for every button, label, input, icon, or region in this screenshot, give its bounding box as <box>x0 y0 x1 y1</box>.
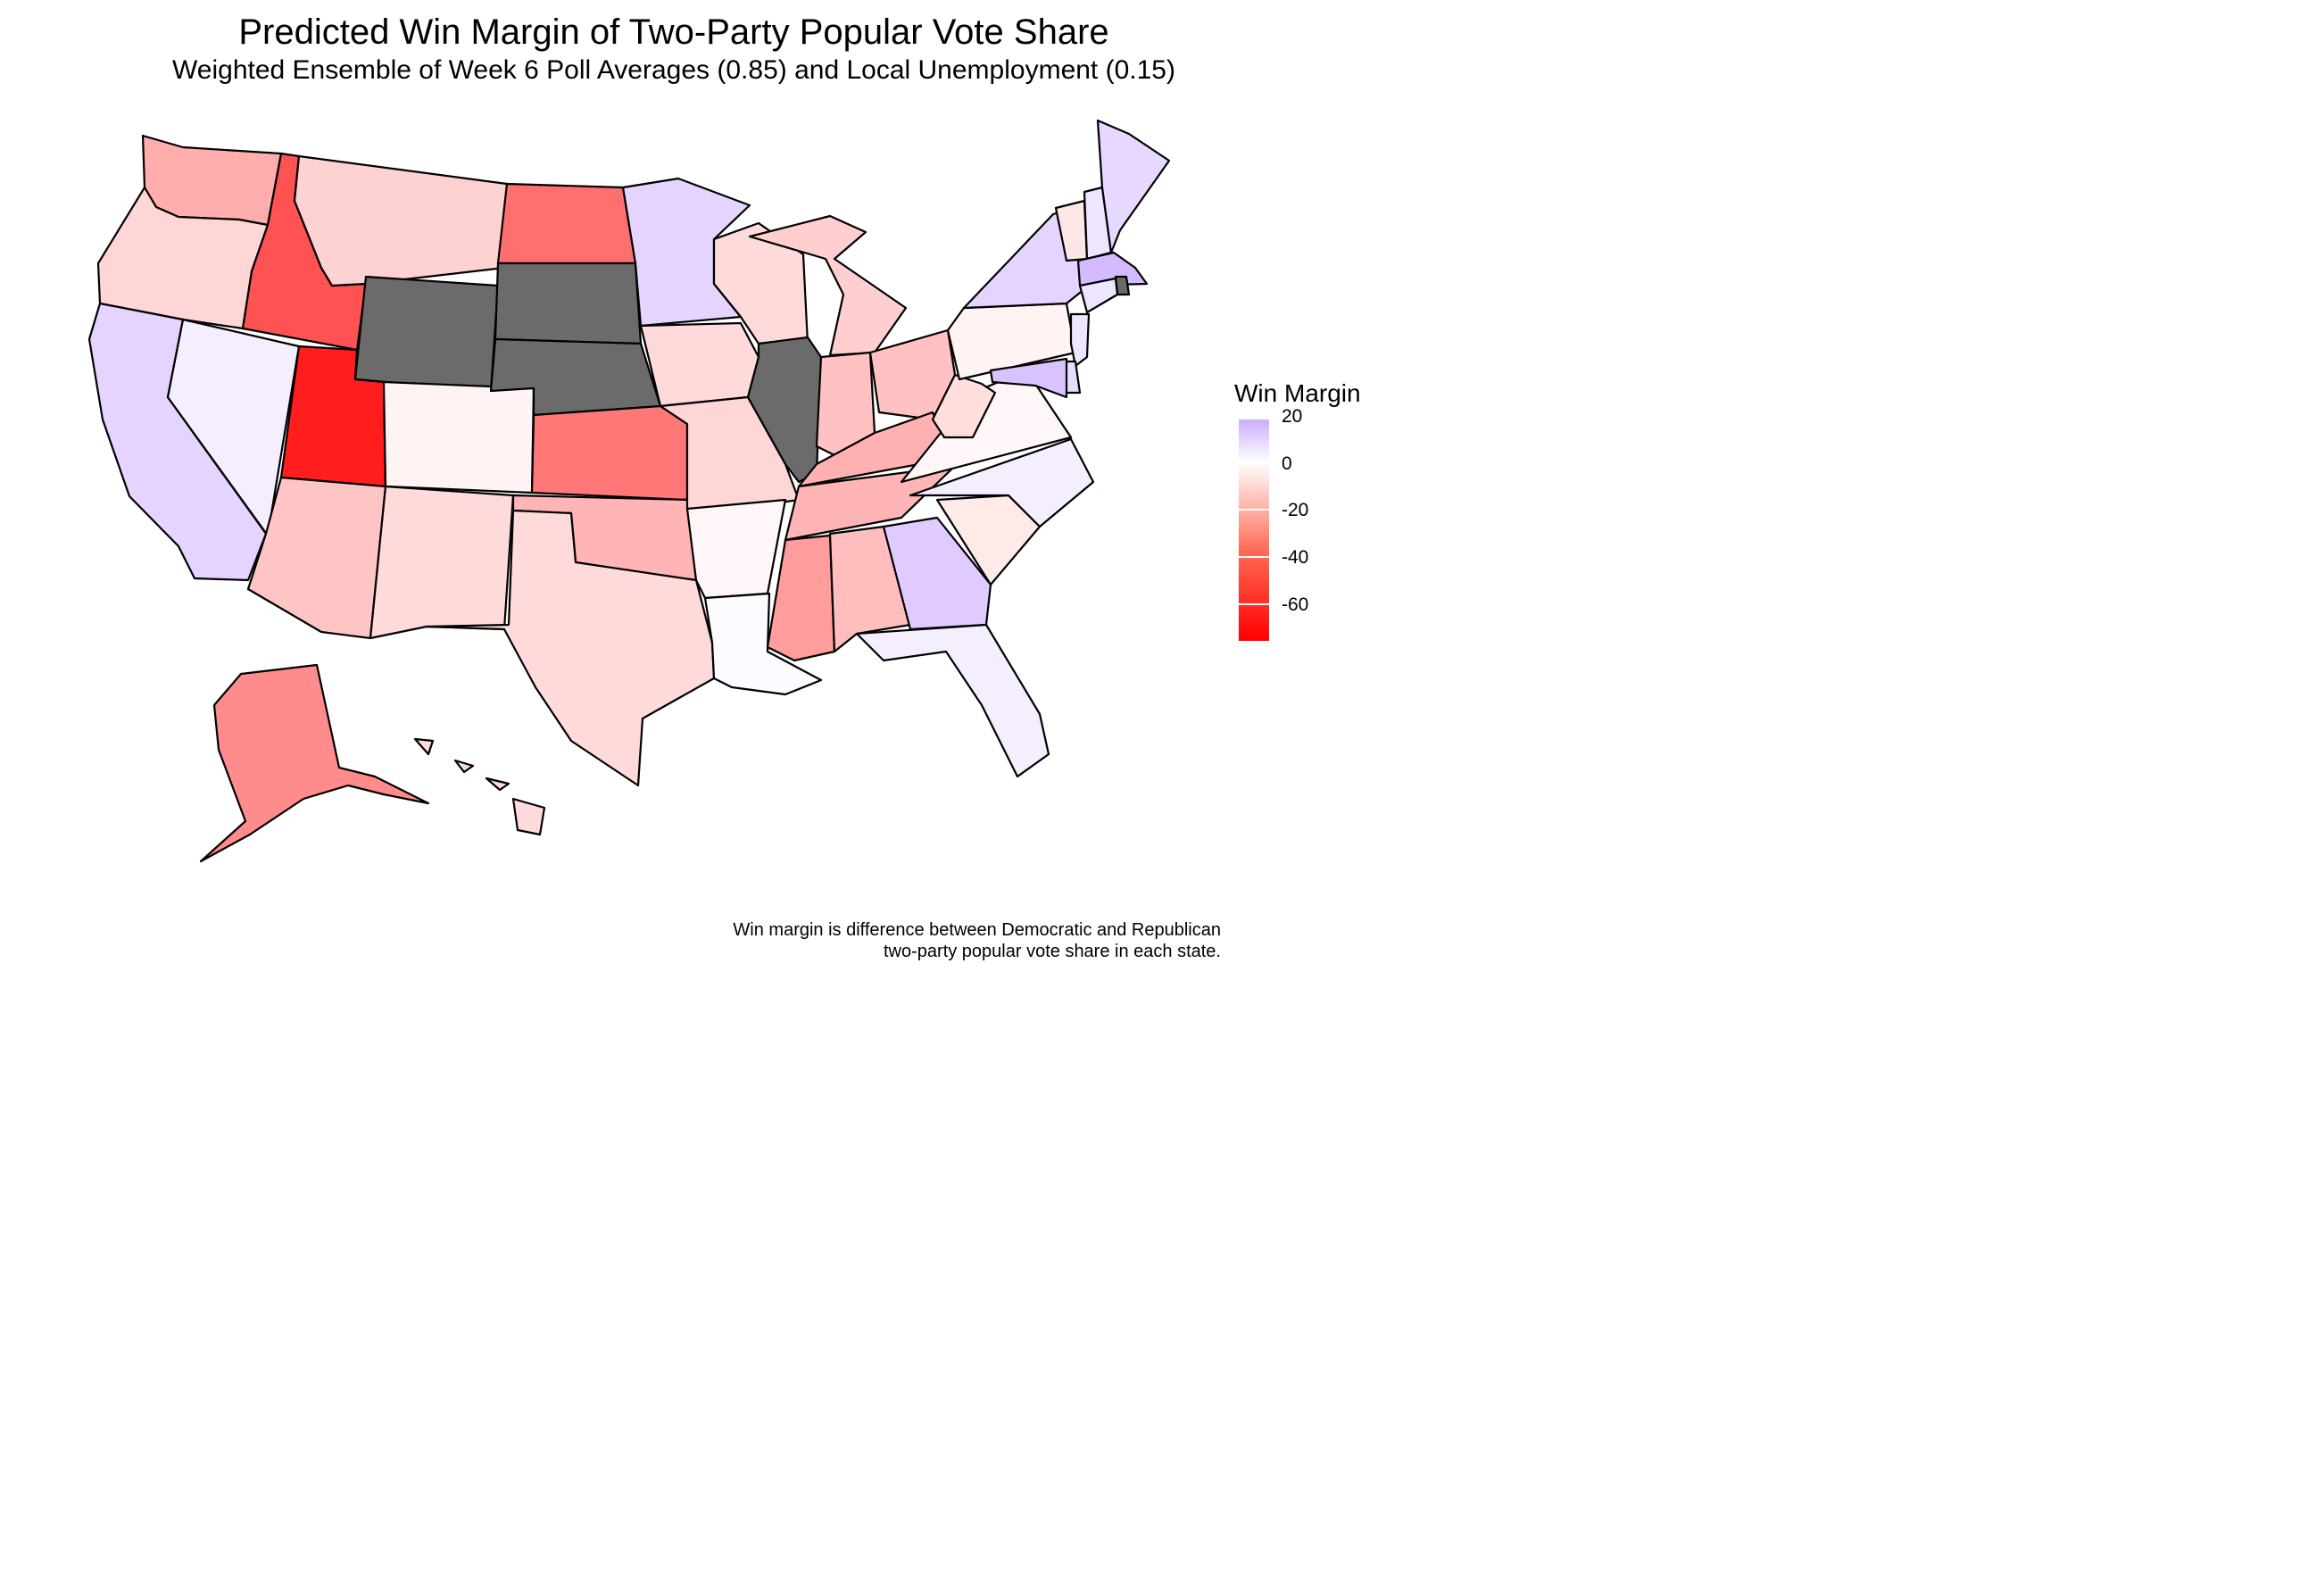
chart-subtitle: Weighted Ensemble of Week 6 Poll Average… <box>172 55 1175 85</box>
legend-tickmark <box>1239 603 1269 605</box>
state-la <box>703 592 823 696</box>
state-wv <box>931 373 997 439</box>
legend-tickmark <box>1239 556 1269 558</box>
legend: Win Margin 20 0 -20 -40 -60 <box>1223 375 1401 641</box>
state-me <box>1096 119 1171 254</box>
state-fl <box>855 623 1050 778</box>
legend-tick-0: 0 <box>1282 453 1292 474</box>
state-ct <box>1078 277 1119 314</box>
state-nj <box>1069 312 1091 368</box>
caption-line-1: Win margin is difference between Democra… <box>733 920 1221 940</box>
legend-colorbar <box>1239 418 1269 641</box>
state-tx <box>425 509 716 787</box>
caption-line-2: two-party popular vote share in each sta… <box>884 942 1221 961</box>
state-nc <box>909 437 1095 528</box>
state-ma <box>1076 251 1149 287</box>
state-tn <box>784 464 957 542</box>
state-mi <box>748 214 908 357</box>
state-ak <box>199 663 430 863</box>
caption: Win margin is difference between Democra… <box>733 919 1221 962</box>
legend-tickmark <box>1239 418 1269 420</box>
us-map <box>87 119 1171 863</box>
legend-tick-neg20: -20 <box>1282 500 1309 520</box>
legend-tickmark <box>1239 509 1269 511</box>
state-md <box>989 357 1068 399</box>
legend-tick-neg60: -60 <box>1282 594 1309 615</box>
chart-title: Predicted Win Margin of Two-Party Popula… <box>238 12 1109 52</box>
state-nm <box>369 485 515 640</box>
state-al <box>828 525 912 653</box>
state-sd <box>494 262 643 345</box>
legend-tickmark <box>1239 462 1269 464</box>
state-co <box>382 380 535 494</box>
state-hi <box>413 737 546 836</box>
state-ia <box>639 321 760 408</box>
state-ks <box>530 404 689 502</box>
legend-tick-20: 20 <box>1282 406 1303 427</box>
legend-tick-neg40: -40 <box>1282 547 1309 568</box>
state-ms <box>766 534 836 662</box>
state-il <box>746 336 823 484</box>
legend-title: Win Margin <box>1234 379 1361 407</box>
state-mt <box>293 154 509 287</box>
state-ga <box>882 516 992 631</box>
state-nd <box>496 182 637 265</box>
state-ar <box>685 498 787 600</box>
state-wy <box>353 275 500 393</box>
